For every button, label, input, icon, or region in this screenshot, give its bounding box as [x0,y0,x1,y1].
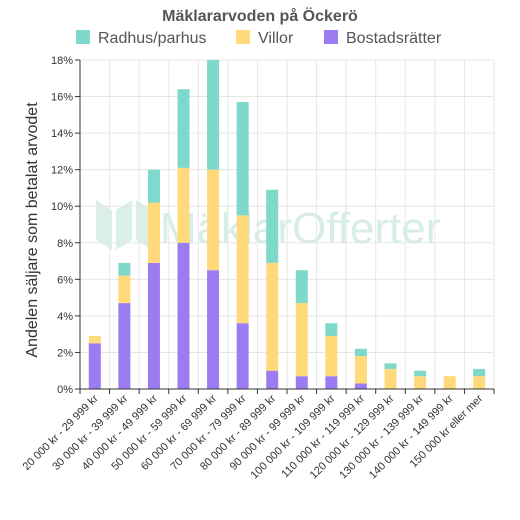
y-tick-label: 12% [51,165,73,177]
axes [75,59,495,394]
bar-villor-14 [473,376,486,389]
y-tick-label: 2% [57,347,73,359]
bar-radhus-parhus-5 [207,60,220,170]
y-tick-label: 4% [57,311,73,323]
bar-villor-8 [295,303,308,377]
chart-title: Mäklararvoden på Öckerö [162,6,358,25]
watermark: MäklarOfferter [96,200,440,253]
bar-radhus-parhus-6 [236,102,249,216]
y-tick-labels: 0% 2% 4% 6% 8% 10% 12% 14% 16% 18% [51,55,73,396]
legend-swatch-bostadsr-tter [324,30,338,44]
y-tick-label: 14% [51,128,73,140]
bar-villor-12 [414,376,427,389]
bar-villor-3 [147,202,160,263]
bar-radhus-parhus-8 [295,270,308,304]
legend: Radhus/parhus Villor Bostadsrätter [76,30,442,47]
bar-villor-11 [384,368,397,389]
bar-radhus-parhus-4 [177,89,190,168]
bar-bostadsr-tter-1 [88,343,101,389]
bar-villor-10 [354,356,367,384]
watermark-text: MäklarOfferter [160,204,440,253]
legend-label-bostadsr-tter: Bostadsrätter [346,30,442,47]
bar-bostadsr-tter-4 [177,242,190,389]
bar-bostadsr-tter-9 [325,376,338,389]
legend-label-villor: Villor [258,30,294,47]
bar-bostadsr-tter-10 [354,383,367,389]
y-tick-label: 16% [51,92,73,104]
legend-swatch-radhus-parhus [76,30,90,44]
bar-radhus-parhus-2 [118,262,131,276]
bars [88,60,486,389]
bar-radhus-parhus-9 [325,323,338,336]
bar-radhus-parhus-3 [147,169,160,203]
bar-bostadsr-tter-8 [295,376,308,389]
bar-bostadsr-tter-6 [236,323,249,389]
bar-bostadsr-tter-7 [266,370,279,389]
bar-radhus-parhus-14 [473,368,486,377]
y-tick-label: 8% [57,238,73,250]
bar-bostadsr-tter-3 [147,262,160,389]
bar-villor-6 [236,215,249,324]
bar-villor-4 [177,167,190,243]
bar-villor-2 [118,275,131,304]
y-tick-label: 18% [51,55,73,67]
bar-radhus-parhus-12 [414,370,427,377]
legend-label-radhus-parhus: Radhus/parhus [98,30,207,47]
bar-villor-7 [266,262,279,371]
bar-villor-1 [88,335,101,344]
legend-swatch-villor [236,30,250,44]
bar-bostadsr-tter-2 [118,303,131,389]
y-tick-label: 10% [51,201,73,213]
bar-radhus-parhus-10 [354,348,367,357]
bar-villor-9 [325,335,338,377]
bar-radhus-parhus-7 [266,189,279,263]
y-tick-label: 6% [57,274,73,286]
bar-villor-5 [207,169,220,271]
bar-radhus-parhus-11 [384,363,397,369]
bar-bostadsr-tter-5 [207,270,220,389]
y-tick-label: 0% [57,384,73,396]
bar-villor-13 [443,376,456,389]
y-axis-label: Andelen säljare som betalat arvodet [24,102,41,358]
